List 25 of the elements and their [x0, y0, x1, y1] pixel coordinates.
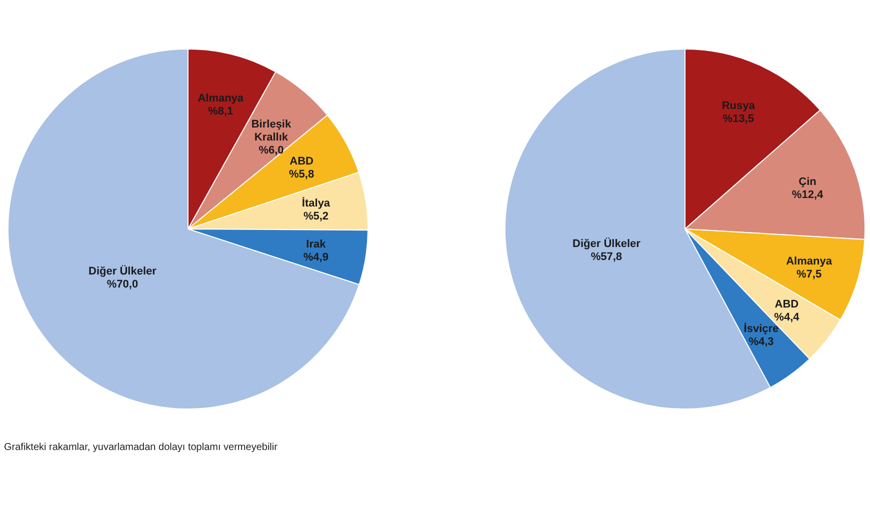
slice-label: İsviçre — [744, 322, 779, 335]
slice-label: Irak — [306, 238, 327, 251]
data-label: %5,8 — [289, 168, 314, 181]
data-label: %13,5 — [722, 112, 754, 125]
data-label: %7,5 — [796, 268, 822, 281]
data-label: %6,0 — [258, 144, 284, 157]
data-label: %8,1 — [208, 106, 234, 118]
text: Grafikteki rakamlar, yuvarlamadan dolayı toplamı vermeyebilir — [4, 442, 278, 453]
slice-label: ABD — [774, 298, 799, 310]
data-label: %57,8 — [590, 250, 622, 263]
slice-label: Almanya — [786, 256, 833, 268]
slice-label: Almanya — [198, 92, 244, 105]
slice-label: Rusya — [722, 100, 756, 112]
data-label: %12,4 — [792, 188, 824, 201]
slice-label: Birleşik Krallık — [251, 118, 292, 144]
slice-label: Diğer Ülkeler — [572, 236, 642, 250]
slice-label: Diğer Ülkeler — [88, 264, 158, 278]
data-label: %4,4 — [774, 311, 800, 324]
data-label: %4,9 — [303, 252, 328, 264]
slice-label: İtalya — [302, 196, 331, 210]
data-label: %4,3 — [748, 336, 774, 348]
data-label: %5,2 — [303, 210, 329, 223]
slice-label: ABD — [290, 156, 314, 168]
slice-label: Çin — [798, 176, 817, 188]
data-label: %70,0 — [106, 278, 138, 291]
